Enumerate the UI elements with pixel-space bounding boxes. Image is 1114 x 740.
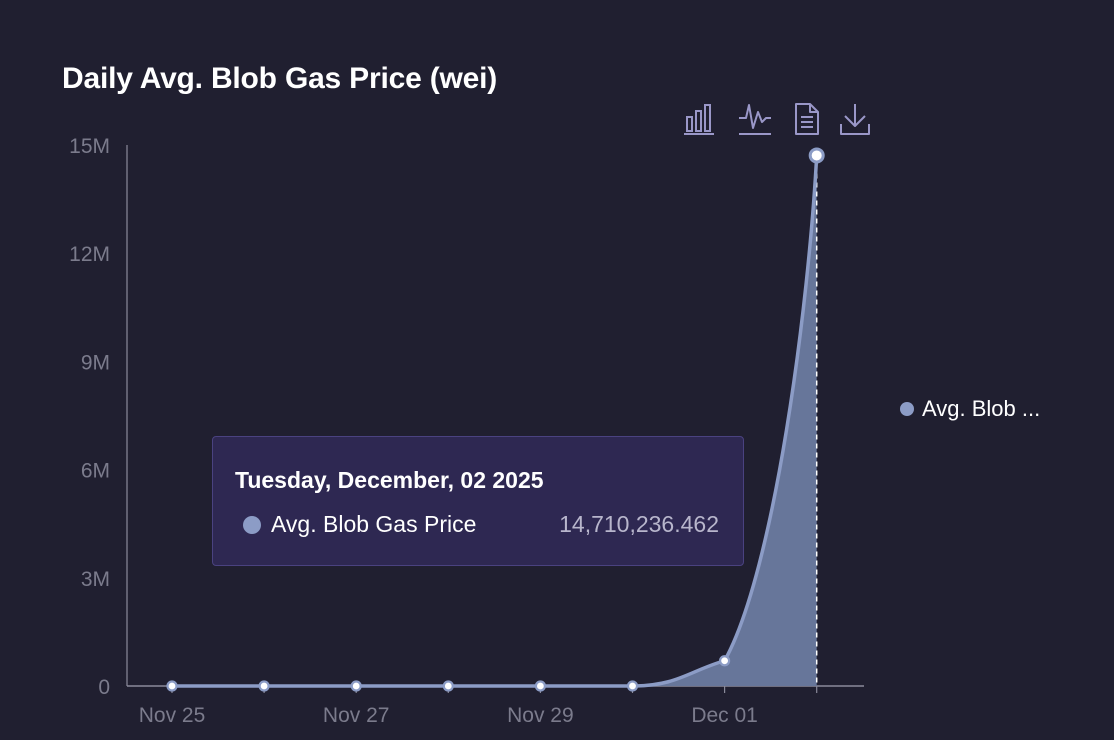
x-tick-label: Nov 25 xyxy=(139,704,206,727)
legend-label: Avg. Blob ... xyxy=(922,396,1041,421)
tooltip-series-name: Avg. Blob Gas Price xyxy=(271,511,477,537)
data-point-highlighted xyxy=(808,147,825,164)
data-point xyxy=(350,680,362,692)
x-tick-label: Dec 01 xyxy=(691,704,758,727)
series-line xyxy=(172,155,819,688)
download-icon[interactable] xyxy=(839,102,871,136)
y-tick-label: 15M xyxy=(69,135,110,158)
series-area xyxy=(632,155,817,686)
tooltip: Tuesday, December, 02 2025 Avg. Blob Gas… xyxy=(212,436,744,566)
data-point xyxy=(534,680,547,692)
data-point xyxy=(258,680,270,692)
data-point xyxy=(718,655,731,667)
legend-marker-icon xyxy=(900,402,914,416)
chart-toolbar xyxy=(682,102,874,138)
tooltip-value: 14,710,236.462 xyxy=(559,511,719,537)
y-tick-label: 0 xyxy=(98,676,110,699)
tooltip-marker-icon xyxy=(243,515,261,534)
y-tick-label: 12M xyxy=(69,243,110,266)
y-tick-label: 6M xyxy=(81,460,110,483)
line-chart-icon[interactable] xyxy=(738,102,772,136)
data-point xyxy=(442,680,454,692)
x-tick-label: Nov 27 xyxy=(323,704,390,727)
data-view-icon[interactable] xyxy=(793,102,821,136)
chart-title: Daily Avg. Blob Gas Price (wei) xyxy=(62,62,498,95)
legend-item[interactable]: Avg. Blob ... xyxy=(900,396,1040,422)
x-tick-label: Nov 29 xyxy=(507,704,574,727)
data-point xyxy=(166,680,178,692)
tooltip-date: Tuesday, December, 02 2025 xyxy=(235,467,544,493)
bar-chart-icon[interactable] xyxy=(684,102,716,136)
y-tick-label: 9M xyxy=(81,351,110,374)
y-tick-label: 3M xyxy=(81,568,110,591)
tooltip-row: Avg. Blob Gas Price 14,710,236.462 xyxy=(243,511,719,538)
data-point xyxy=(626,680,639,692)
